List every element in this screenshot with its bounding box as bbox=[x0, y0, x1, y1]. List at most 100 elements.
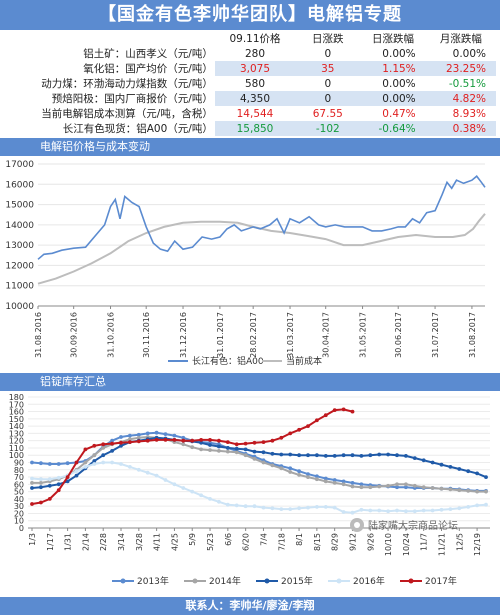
row-price: 280 bbox=[244, 47, 266, 60]
row-name: 预焙阳极：国内厂商报价（元/吨） bbox=[4, 91, 215, 106]
series-2016-point bbox=[448, 507, 453, 511]
series-2013-point bbox=[181, 435, 186, 440]
series-2017-point bbox=[127, 440, 132, 444]
x-tick-label: 8/15 bbox=[313, 533, 322, 551]
series-2017-point bbox=[172, 438, 177, 442]
series-2014-point bbox=[412, 483, 417, 488]
series-2016-point bbox=[47, 477, 52, 482]
series-2014-point bbox=[288, 470, 293, 474]
series-2016-point bbox=[350, 510, 355, 515]
series-2017-point bbox=[279, 435, 284, 440]
row-daily-change-pct: -0.64% bbox=[360, 121, 426, 136]
y-tick-label: 50 bbox=[14, 488, 24, 497]
y-tick-label: 0 bbox=[19, 524, 24, 533]
series-2013-point bbox=[39, 461, 43, 466]
x-tick-label: 6/6 bbox=[224, 533, 233, 546]
series-2015-point bbox=[47, 483, 52, 488]
y-tick-label: 14000 bbox=[5, 221, 34, 231]
legend-label-series-2014: 2014年 bbox=[209, 575, 241, 587]
row-price: 580 bbox=[244, 77, 266, 90]
series-2013-point bbox=[65, 461, 70, 466]
series-2013-point bbox=[350, 481, 355, 485]
y-tick-label: 150 bbox=[9, 415, 24, 424]
series-2017-point bbox=[30, 502, 34, 506]
y-tick-label: 130 bbox=[9, 429, 24, 438]
series-2015-point bbox=[30, 486, 34, 490]
inventory-chart: 0102030405060708090100110120130140150160… bbox=[9, 393, 490, 587]
col-monthly-change-pct-header: 月涨跌幅 bbox=[439, 33, 482, 45]
series-2013-point bbox=[56, 462, 61, 466]
series-2014-point bbox=[421, 485, 426, 490]
x-tick-label: 12/19 bbox=[473, 533, 482, 556]
x-tick-label: 8/29 bbox=[331, 533, 340, 551]
y-tick-label: 16000 bbox=[5, 180, 34, 190]
series-2016-point bbox=[439, 507, 444, 512]
series-2016-point bbox=[181, 486, 186, 490]
series-2016-point bbox=[270, 506, 275, 511]
x-tick-label: 9/26 bbox=[366, 533, 375, 551]
series-2013-point bbox=[127, 433, 132, 438]
series-2015-point bbox=[475, 471, 479, 476]
series-2014-line bbox=[32, 435, 486, 493]
x-tick-label: 9/12 bbox=[348, 533, 357, 551]
series-2014-point bbox=[439, 486, 444, 491]
price-table-header: 09.11价格 日涨跌 日涨跌幅 月涨跌幅 bbox=[4, 31, 496, 46]
series-2015-point bbox=[252, 449, 257, 454]
series-2017-point bbox=[163, 438, 168, 442]
series-2017-point bbox=[110, 441, 114, 446]
series-2014-point bbox=[377, 484, 382, 489]
series-2016-point bbox=[315, 505, 319, 509]
series-2014-point bbox=[270, 463, 275, 468]
series-2014-point bbox=[30, 481, 34, 485]
row-price: 15,850 bbox=[214, 121, 296, 136]
series-2014-point bbox=[341, 482, 346, 487]
series-2015-point bbox=[484, 475, 488, 479]
price-table-row: 长江有色现货：铝A00（元/吨） 15,850 -102 -0.64% 0.38% bbox=[4, 121, 496, 136]
x-tick-label: 5/9 bbox=[188, 533, 197, 546]
series-2016-point bbox=[341, 510, 346, 514]
series-2017-point bbox=[47, 497, 52, 501]
series-2015-point bbox=[341, 453, 346, 458]
series-2015-point bbox=[234, 446, 239, 451]
series-2017-point bbox=[101, 442, 106, 447]
y-tick-label: 13000 bbox=[5, 241, 34, 251]
series-2015-point bbox=[323, 454, 328, 458]
row-daily-change: 67.55 bbox=[312, 107, 343, 120]
series-2017-point bbox=[332, 408, 337, 412]
row-monthly-change-pct: 8.93% bbox=[452, 107, 486, 120]
series-2016-point bbox=[101, 460, 106, 465]
series-2017-point bbox=[145, 438, 150, 443]
series-2016-point bbox=[430, 508, 435, 513]
row-daily-change: 0 bbox=[295, 91, 361, 106]
inventory-chart-title: 铝锭库存汇总 bbox=[0, 373, 500, 391]
series-2016-point bbox=[297, 506, 301, 511]
series-2015-point bbox=[421, 458, 426, 463]
series-2017-point bbox=[39, 500, 43, 505]
price-table-row: 预焙阳极：国内厂商报价（元/吨） 4,350 0 0.00% 4.82% bbox=[4, 91, 496, 106]
col-daily-change-pct-header: 日涨跌幅 bbox=[372, 33, 415, 45]
x-tick-label: 5/23 bbox=[206, 533, 215, 551]
series-2015-point bbox=[74, 473, 79, 478]
series-2016-point bbox=[377, 508, 382, 513]
series-2015-point bbox=[404, 454, 408, 458]
price-cost-chart: 10000 11000 12000 13000 14000 15000 16000 17000… bbox=[5, 160, 486, 367]
series-2015-point bbox=[39, 485, 43, 490]
series-2015-point bbox=[119, 443, 123, 448]
series-2016-point bbox=[261, 505, 266, 510]
series-2015-point bbox=[65, 479, 70, 484]
y-tick-label: 10 bbox=[14, 517, 24, 526]
series-2014-point bbox=[39, 481, 43, 485]
series-2016-line bbox=[31, 461, 487, 514]
series-2014-point bbox=[101, 446, 106, 450]
row-monthly-change-pct: 0.38% bbox=[425, 121, 496, 136]
series-2014-point bbox=[83, 460, 88, 465]
legend-label-series-2017: 2017年 bbox=[425, 575, 457, 587]
series-2017-point bbox=[243, 441, 248, 446]
row-name: 铝土矿：山西孝义（元/吨） bbox=[83, 48, 213, 60]
series-2014-point bbox=[386, 483, 390, 488]
y-tick-label: 80 bbox=[14, 466, 24, 475]
series-2015-point bbox=[288, 452, 293, 457]
row-price: 14,544 bbox=[236, 107, 274, 120]
series-2017-point bbox=[56, 488, 61, 493]
x-tick-label: 31.05.2017 bbox=[359, 312, 368, 358]
